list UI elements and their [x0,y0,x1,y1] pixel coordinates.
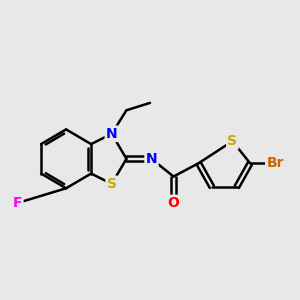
Text: S: S [107,177,117,191]
Text: O: O [168,196,179,210]
Text: F: F [13,196,22,210]
Text: Br: Br [266,156,284,170]
Text: S: S [227,134,237,148]
Text: N: N [106,127,118,141]
Text: N: N [146,152,157,166]
